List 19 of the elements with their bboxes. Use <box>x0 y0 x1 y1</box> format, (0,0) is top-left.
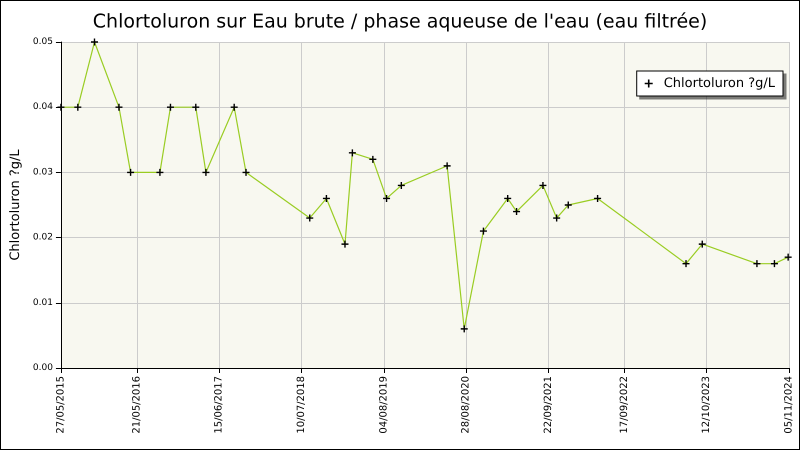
x-tick-label: 04/08/2019 <box>378 376 390 434</box>
x-tick-label: 10/07/2018 <box>296 376 308 434</box>
x-tick-label: 15/06/2017 <box>214 376 225 434</box>
x-tick-label: 17/09/2022 <box>618 376 630 434</box>
x-tick-label: 12/10/2023 <box>701 376 712 434</box>
y-tick-label: 0.02 <box>32 232 53 243</box>
x-tick-label: 21/05/2016 <box>131 376 142 434</box>
x-tick-label: 28/08/2020 <box>460 376 472 434</box>
y-axis-title: Chlortoluron ?g/L <box>8 148 23 261</box>
y-tick-label: 0.04 <box>32 102 54 112</box>
legend-label: Chlortoluron ?g/L <box>664 76 776 91</box>
chart-title: Chlortoluron sur Eau brute / phase aqueuse de l'eau (eau filtrée) <box>92 10 708 32</box>
y-tick-label: 0.00 <box>32 363 54 373</box>
x-tick-label: 05/11/2024 <box>784 376 794 434</box>
x-tick-label: 22/09/2021 <box>542 376 554 434</box>
y-tick-label: 0.03 <box>32 167 53 178</box>
y-tick-label: 0.05 <box>32 37 53 47</box>
y-tick-label: 0.01 <box>32 298 53 308</box>
x-tick-label: 27/05/2015 <box>55 376 66 434</box>
